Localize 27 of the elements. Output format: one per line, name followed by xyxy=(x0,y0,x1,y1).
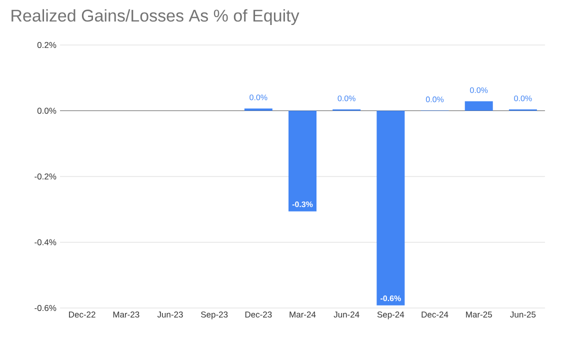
chart-title: Realized Gains/Losses As % of Equity xyxy=(12,9,300,26)
y-tick-label: 0.0% xyxy=(37,108,56,114)
x-tick-label: Jun-23 xyxy=(157,312,183,318)
x-tick-label: Mar-24 xyxy=(290,312,316,318)
data-label: 0.0% xyxy=(338,96,356,102)
data-label: -0.3% xyxy=(292,201,313,208)
x-tick-label: Jun-25 xyxy=(510,312,536,318)
data-label: 0.0% xyxy=(250,94,268,100)
x-tick-label: Dec-22 xyxy=(69,312,96,318)
y-tick-label: -0.4% xyxy=(34,239,56,246)
data-label: 0.0% xyxy=(470,87,488,94)
x-tick-label: Dec-24 xyxy=(422,312,448,318)
data-label: 0.0% xyxy=(426,96,444,102)
x-tick-label: Jun-24 xyxy=(334,312,360,318)
x-tick-label: Dec-23 xyxy=(245,312,272,318)
x-tick-label: Mar-25 xyxy=(466,312,492,318)
x-tick-label: Sep-23 xyxy=(201,312,228,320)
bar xyxy=(376,110,405,306)
bar xyxy=(288,110,316,212)
x-tick-label: Sep-24 xyxy=(377,312,404,320)
y-tick-label: -0.6% xyxy=(34,304,56,311)
data-label: 0.0% xyxy=(514,96,532,102)
y-tick-label: 0.2% xyxy=(37,42,56,48)
data-label: -0.6% xyxy=(380,295,401,302)
y-tick-label: -0.2% xyxy=(34,173,56,180)
x-tick-label: Mar-23 xyxy=(113,312,140,318)
bar xyxy=(464,101,493,111)
